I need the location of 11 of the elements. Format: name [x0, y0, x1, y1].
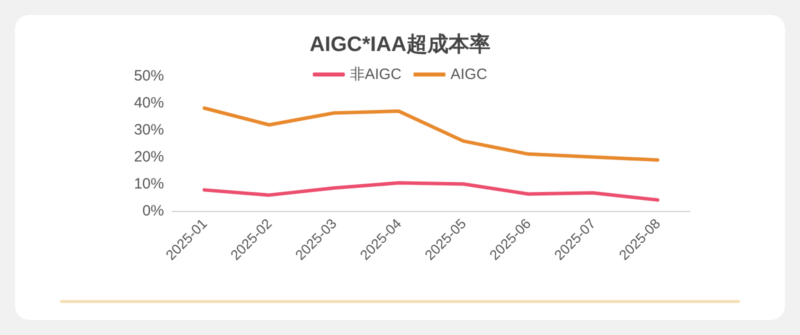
y-tick-label: 10%	[134, 176, 164, 192]
y-tick-label: 30%	[134, 122, 164, 138]
y-tick-label: 50%	[134, 68, 164, 84]
chart-title: AIGC*IAA超成本率	[310, 32, 490, 56]
y-tick-label: 40%	[134, 94, 164, 112]
line-series	[202, 106, 660, 162]
y-tick-label: 0%	[142, 202, 164, 220]
legend-label: AIGC	[450, 66, 488, 83]
y-tick-label: 20%	[134, 148, 164, 166]
line-series	[202, 181, 660, 202]
legend-label: 非AIGC	[350, 66, 402, 83]
